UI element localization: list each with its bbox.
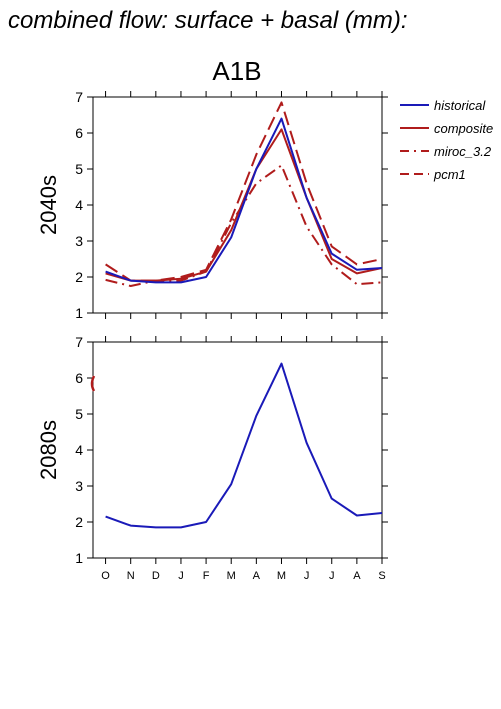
x-tick-label: J [178, 570, 184, 582]
x-tick-label: D [152, 570, 160, 582]
series-line-historical [105, 117, 383, 284]
y-tick-label: 3 [75, 233, 83, 249]
legend-label-composite: composite [434, 121, 493, 136]
panel-2040s: 1 2 3 4 5 6 7 2040s [36, 89, 388, 321]
panel-label: 2040s [36, 175, 61, 235]
x-tick-label: F [203, 570, 210, 582]
panel-label: 2080s [36, 420, 61, 480]
y-tick-label: 4 [75, 197, 83, 213]
y-tick-label: 7 [75, 89, 83, 105]
y-tick-label: 3 [75, 478, 83, 494]
y-tick-label: 2 [75, 269, 83, 285]
legend-label-miroc-3-2: miroc_3.2 [434, 144, 492, 159]
y-tick-label: 1 [75, 550, 83, 566]
x-tick-label: S [378, 570, 385, 582]
x-tick-label: J [329, 570, 335, 582]
legend-label-pcm1: pcm1 [433, 167, 466, 182]
x-tick-label: M [227, 570, 236, 582]
series-line-pcm1 [105, 101, 383, 282]
y-tick-label: 1 [75, 305, 83, 321]
x-tick-label: M [277, 570, 286, 582]
series-line-miroc-3-2 [105, 164, 383, 287]
x-tick-label: J [304, 570, 310, 582]
legend-label-historical: historical [434, 98, 486, 113]
y-tick-label: 6 [75, 125, 83, 141]
y-tick-label: 5 [75, 161, 83, 177]
y-tick-label: 7 [75, 334, 83, 350]
legend: historical composite miroc_3.2 pcm1 [400, 98, 493, 182]
clipped-series-fragment [90, 375, 96, 392]
y-tick-label: 5 [75, 406, 83, 422]
scenario-title: A1B [212, 56, 261, 86]
x-tick-label: A [353, 570, 361, 582]
series-line-historical [105, 362, 383, 529]
y-tick-label: 6 [75, 370, 83, 386]
panel-2080s: 1 2 3 4 5 6 7 O N D J F M A M J J A S 2080s [36, 334, 388, 582]
figure-title: combined flow: surface + basal (mm): [8, 7, 407, 34]
y-tick-label: 2 [75, 514, 83, 530]
x-tick-label: O [101, 570, 110, 582]
y-tick-label: 4 [75, 442, 83, 458]
x-tick-label: A [253, 570, 261, 582]
x-tick-label: N [127, 570, 135, 582]
